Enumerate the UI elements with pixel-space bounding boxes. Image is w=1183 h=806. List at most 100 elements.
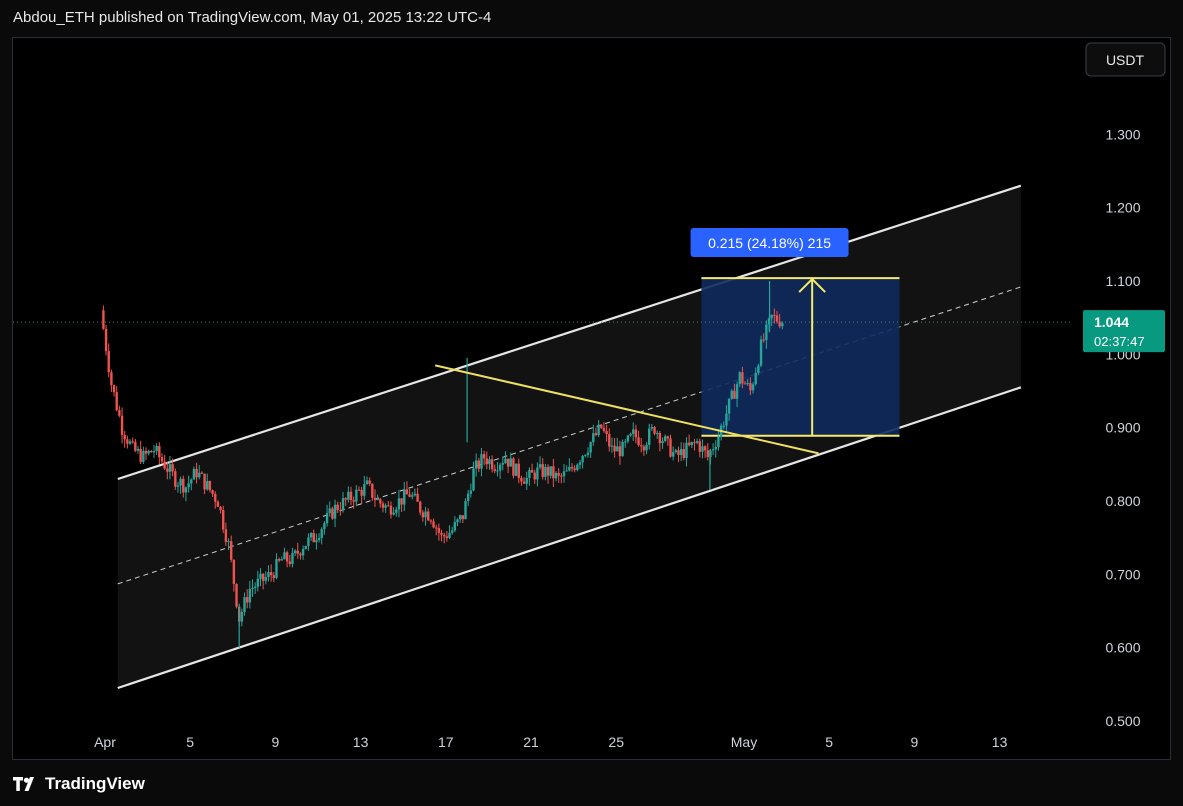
- measure-box[interactable]: [701, 278, 900, 436]
- candle: [698, 438, 702, 458]
- candle-body: [589, 442, 592, 453]
- candle: [746, 378, 749, 386]
- descending-trendline[interactable]: [434, 364, 819, 455]
- candle-body: [389, 505, 393, 515]
- candle: [608, 428, 611, 452]
- candle-body: [206, 481, 209, 490]
- candle: [576, 463, 579, 472]
- candle-body: [480, 454, 483, 469]
- candle-body: [419, 501, 422, 513]
- candle: [232, 559, 236, 592]
- candle: [722, 421, 725, 430]
- currency-button[interactable]: [1085, 42, 1166, 77]
- candle: [634, 424, 638, 444]
- candle: [754, 367, 757, 386]
- parallel-channel[interactable]: [117, 184, 1022, 690]
- candle: [506, 458, 510, 474]
- candle-body: [536, 467, 539, 480]
- candle-body: [562, 471, 566, 477]
- candle: [248, 581, 252, 609]
- footer-brand[interactable]: TradingView: [13, 774, 145, 794]
- candle: [240, 608, 244, 627]
- candle: [549, 466, 552, 479]
- candle-body: [541, 464, 544, 477]
- candle: [182, 475, 185, 498]
- candle-body: [632, 429, 635, 434]
- price-axis[interactable]: 1.3001.2001.1001.0000.9000.8000.7000.600…: [1083, 42, 1166, 729]
- candle: [134, 438, 137, 453]
- candle: [166, 461, 169, 480]
- candle-body: [640, 445, 643, 447]
- chart-panel[interactable]: 1.300 1.200 1.100 1.000 0.900 0.800 0.700 0.600…: [12, 37, 1171, 760]
- candle-body: [568, 467, 571, 471]
- price-chart[interactable]: 1.3001.2001.1001.0000.9000.8000.7000.600…: [13, 38, 1170, 759]
- candle: [552, 458, 555, 487]
- time-axis[interactable]: Apr 5 9 13 17 21 25 May 5 9 13: [94, 734, 1007, 750]
- candle: [482, 450, 486, 466]
- candle: [379, 497, 382, 508]
- candle: [701, 439, 704, 459]
- candle: [317, 533, 321, 543]
- candle: [158, 442, 161, 465]
- candle: [554, 471, 558, 482]
- candle-countdown: 02:37:47: [1094, 334, 1145, 349]
- candle-body: [746, 383, 749, 385]
- candle-body: [235, 583, 238, 607]
- candle-body: [216, 501, 220, 507]
- candle-body: [131, 441, 134, 443]
- time-tick-label: 5: [825, 734, 833, 750]
- channel-lower-line[interactable]: [117, 386, 1022, 690]
- candle-body: [727, 398, 731, 414]
- price-tick-label: 0.900: [1105, 420, 1140, 436]
- candle-body: [474, 460, 478, 469]
- candle: [347, 486, 350, 503]
- price-range-measure[interactable]: [701, 277, 900, 437]
- candle: [461, 515, 465, 524]
- candle: [277, 557, 281, 563]
- channel-upper-line[interactable]: [117, 184, 1022, 481]
- candle-body: [546, 466, 550, 476]
- time-tick-label: May: [731, 734, 757, 750]
- candle-body: [104, 328, 108, 352]
- price-tick-label: 0.700: [1105, 566, 1140, 582]
- candle: [283, 547, 286, 560]
- candle-body: [765, 324, 768, 341]
- candle-body: [626, 435, 630, 442]
- candle: [371, 483, 374, 501]
- candle: [488, 456, 491, 470]
- candle-body: [469, 490, 473, 494]
- drawing-lines[interactable]: [13, 321, 1073, 455]
- candle: [230, 535, 233, 563]
- candle-body: [195, 468, 198, 478]
- candle: [344, 497, 347, 506]
- candle: [214, 491, 217, 509]
- candle-body: [120, 415, 124, 435]
- candle-body: [424, 511, 427, 518]
- candle: [458, 514, 462, 523]
- candle-body: [621, 441, 624, 457]
- candle: [642, 444, 646, 456]
- candle: [445, 530, 449, 542]
- candle-body: [261, 573, 265, 581]
- candle: [291, 547, 294, 568]
- time-tick-label: 9: [911, 734, 919, 750]
- candle-body: [600, 424, 603, 428]
- candle: [195, 462, 198, 484]
- candle-body: [573, 468, 576, 471]
- candle: [192, 466, 196, 480]
- candle-body: [323, 523, 326, 530]
- candle-body: [253, 586, 257, 588]
- candle: [714, 440, 717, 458]
- candle: [602, 422, 606, 433]
- candle: [296, 542, 299, 559]
- candle: [653, 426, 656, 436]
- candle: [147, 449, 150, 456]
- candle: [594, 427, 598, 437]
- candle: [429, 519, 433, 525]
- candle-body: [357, 489, 361, 491]
- candle-body: [645, 444, 648, 451]
- candle-body: [597, 424, 600, 435]
- currency-label[interactable]: USDT: [1106, 52, 1145, 68]
- candle: [581, 455, 584, 469]
- candle-body: [533, 472, 536, 480]
